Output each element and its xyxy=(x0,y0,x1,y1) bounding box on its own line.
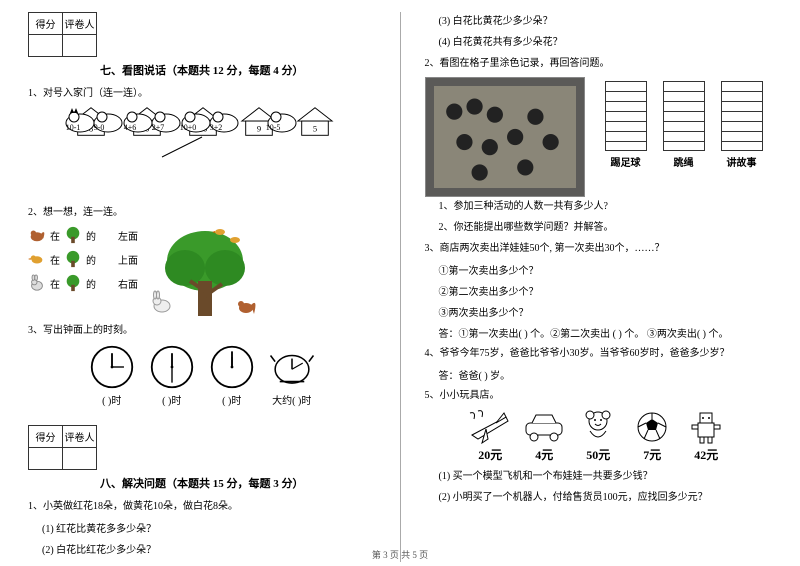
page-footer: 第 3 页 共 5 页 xyxy=(0,548,800,561)
grader-cell: 评卷人 xyxy=(63,13,97,35)
alarm-clock-icon xyxy=(269,344,315,390)
tree-text: 在 xyxy=(50,228,60,243)
q8-5: 5、小小玩具店。 xyxy=(425,386,773,401)
activity-photo xyxy=(425,77,585,197)
q8-1a: (1) 红花比黄花多多少朵？ xyxy=(42,520,376,535)
q8-3: 3、商店两次卖出洋娃娃50个, 第一次卖出30个，……？ xyxy=(425,239,773,254)
tree-diagram: 在 的 左面 在 的 上面 在 的 右面 xyxy=(28,226,376,321)
robot-icon xyxy=(684,409,728,445)
grid-label: 踢足球 xyxy=(611,154,641,169)
score-cell: 得分 xyxy=(29,13,63,35)
q8-1: 1、小英做红花18朵，做黄花10朵，做白花8朵。 xyxy=(28,497,376,512)
q8-2: 2、看图在格子里涂色记录，再回答问题。 xyxy=(425,54,773,69)
score-box-2: 得分 评卷人 xyxy=(28,425,97,470)
q8-2b: 2、你还能提出哪些数学问题？并解答。 xyxy=(439,218,773,233)
grid-activity: 踢足球 跳绳 讲故事 xyxy=(425,77,773,197)
column-divider xyxy=(400,12,401,562)
toys-row: 20元 4元 50元 7元 42元 xyxy=(425,409,773,463)
rabbit-icon xyxy=(28,274,46,292)
score-box: 得分 评卷人 xyxy=(28,12,97,57)
section-7-title: 七、看图说话（本题共 12 分，每题 4 分） xyxy=(28,62,376,78)
q8-4: 4、爷爷今年75岁，爸爸比爷爷小30岁。当爷爷60岁时，爸爸多少岁？ xyxy=(425,344,773,359)
q8-3-answer: 答：①第一次卖出( ) 个。②第二次卖出 ( ) 个。 ③两次卖出( ) 个。 xyxy=(439,325,773,340)
tree-text: 的 xyxy=(86,228,96,243)
page: 得分 评卷人 七、看图说话（本题共 12 分，每题 4 分） 1、对号入家门（连… xyxy=(0,0,800,566)
left-column: 得分 评卷人 七、看图说话（本题共 12 分，每题 4 分） 1、对号入家门（连… xyxy=(28,12,376,562)
tree-icon xyxy=(64,226,82,244)
big-tree-scene xyxy=(150,226,260,321)
q8-1c: (3) 白花比黄花少多少朵？ xyxy=(439,12,773,27)
q8-1d: (4) 白花黄花共有多少朵花？ xyxy=(439,33,773,48)
squirrel-icon xyxy=(28,226,46,244)
svg-text:5: 5 xyxy=(313,124,317,134)
clock-icon xyxy=(89,344,135,390)
q7-1: 1、对号入家门（连一连）。 xyxy=(28,84,376,99)
plane-icon xyxy=(468,409,512,445)
doll-icon xyxy=(576,409,620,445)
q8-4-answer: 答：爸爸( ) 岁。 xyxy=(439,367,773,382)
svg-text:9: 9 xyxy=(257,124,261,134)
q8-5a: (1) 买一个模型飞机和一个布娃娃一共要多少钱？ xyxy=(439,467,773,482)
ball-icon xyxy=(630,409,674,445)
price-label: 20元 xyxy=(478,446,502,463)
car-icon xyxy=(522,409,566,445)
right-column: (3) 白花比黄花少多少朵？ (4) 白花黄花共有多少朵花？ 2、看图在格子里涂… xyxy=(425,12,773,562)
clocks-row: ( )时 ( )时 ( )时 大约( )时 xyxy=(28,344,376,407)
q8-2a: 1、参加三种活动的人数一共有多少人? xyxy=(439,197,773,212)
section-8-title: 八、解决问题（本题共 15 分，每题 3 分） xyxy=(28,475,376,491)
pos-label: 左面 xyxy=(118,228,138,243)
q7-2: 2、想一想，连一连。 xyxy=(28,203,376,218)
q7-3: 3、写出钟面上的时刻。 xyxy=(28,321,376,336)
houses-diagram: 8 6 10 9 5 10-1 4+6 10+0 9-0 2+7 3+2 10-… xyxy=(28,107,376,197)
q8-5b: (2) 小明买了一个机器人，付给售货员100元，应找回多少元？ xyxy=(439,488,773,503)
bird-icon xyxy=(28,250,46,268)
